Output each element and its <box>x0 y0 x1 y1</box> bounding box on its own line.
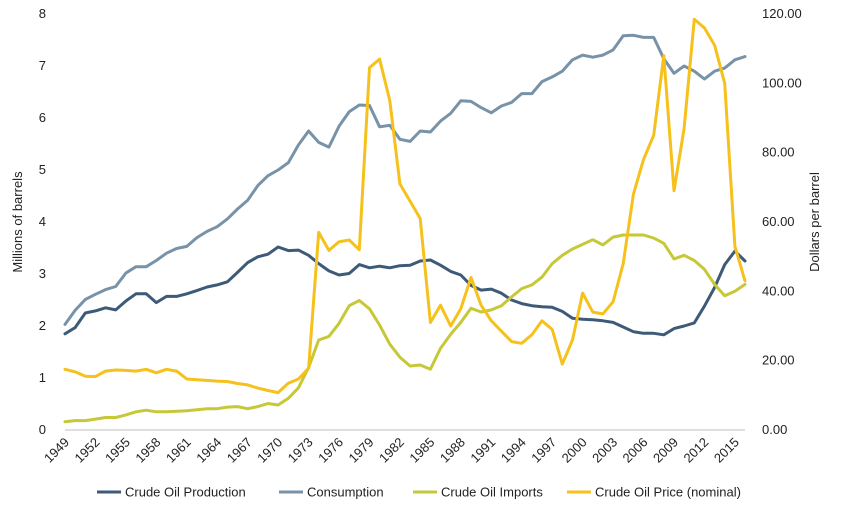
right-axis-title: Dollars per barrel <box>807 172 822 272</box>
x-tick-label: 1949 <box>41 435 72 466</box>
left-tick-label: 8 <box>39 6 46 21</box>
legend-label: Consumption <box>307 485 384 500</box>
series-line-crude-oil-production <box>63 245 747 337</box>
x-tick-label: 1988 <box>437 435 468 466</box>
x-tick-label: 2006 <box>620 435 651 466</box>
x-tick-label: 2000 <box>559 435 590 466</box>
x-tick-label: 1979 <box>346 435 377 466</box>
right-tick-label: 20.00 <box>762 353 795 368</box>
legend: Crude Oil Production Consumption Crude Oil… <box>97 485 741 500</box>
x-tick-label: 1976 <box>315 435 346 466</box>
left-tick-label: 7 <box>39 58 46 73</box>
left-axis-title: Millions of barrels <box>10 171 25 273</box>
left-axis-ticks: 0 1 2 3 4 5 6 7 8 <box>39 6 46 437</box>
x-tick-label: 1961 <box>163 435 194 466</box>
left-tick-label: 5 <box>39 162 46 177</box>
right-tick-label: 100.00 <box>762 75 802 90</box>
x-tick-label: 2003 <box>589 435 620 466</box>
legend-label: Crude Oil Production <box>125 485 246 500</box>
x-tick-label: 1991 <box>467 435 498 466</box>
left-tick-label: 4 <box>39 214 46 229</box>
x-tick-label: 1997 <box>528 435 559 466</box>
left-tick-label: 2 <box>39 318 46 333</box>
x-axis-ticks: 1949 1952 1955 1958 1961 1964 1967 1970 1973 1976… <box>41 435 742 466</box>
x-tick-label: 2012 <box>680 435 711 466</box>
x-tick-label: 1967 <box>224 435 255 466</box>
legend-label: Crude Oil Price (nominal) <box>595 485 741 500</box>
right-tick-label: 80.00 <box>762 145 795 160</box>
series-line-crude-oil-price-nominal <box>63 17 747 395</box>
x-tick-label: 1964 <box>193 435 224 466</box>
series-line-consumption <box>63 33 747 326</box>
x-tick-label: 1982 <box>376 435 407 466</box>
right-axis-ticks: 0.00 20.00 40.00 60.00 80.00 100.00 120.00 <box>762 6 802 437</box>
x-tick-label: 1952 <box>72 435 103 466</box>
x-tick-label: 1958 <box>132 435 163 466</box>
legend-label: Crude Oil Imports <box>441 485 543 500</box>
x-tick-label: 1985 <box>406 435 437 466</box>
right-tick-label: 40.00 <box>762 283 795 298</box>
x-tick-label: 1994 <box>498 435 529 466</box>
x-tick-label: 1973 <box>285 435 316 466</box>
left-tick-label: 3 <box>39 266 46 281</box>
left-tick-label: 1 <box>39 370 46 385</box>
x-tick-label: 2015 <box>711 435 742 466</box>
x-tick-label: 1970 <box>254 435 285 466</box>
left-tick-label: 6 <box>39 110 46 125</box>
right-tick-label: 0.00 <box>762 422 787 437</box>
series-layer <box>63 17 747 424</box>
left-tick-label: 0 <box>39 422 46 437</box>
right-tick-label: 120.00 <box>762 6 802 21</box>
series-line-crude-oil-imports <box>63 233 747 424</box>
x-tick-label: 2009 <box>650 435 681 466</box>
right-tick-label: 60.00 <box>762 214 795 229</box>
x-tick-label: 1955 <box>102 435 133 466</box>
